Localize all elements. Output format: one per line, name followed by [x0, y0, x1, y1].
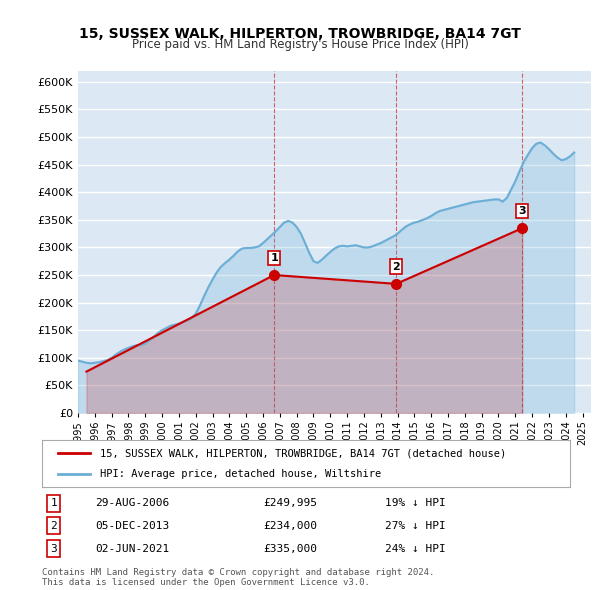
Text: 19% ↓ HPI: 19% ↓ HPI [385, 499, 446, 508]
Text: Price paid vs. HM Land Registry's House Price Index (HPI): Price paid vs. HM Land Registry's House … [131, 38, 469, 51]
Text: HPI: Average price, detached house, Wiltshire: HPI: Average price, detached house, Wilt… [100, 470, 382, 480]
Text: 05-DEC-2013: 05-DEC-2013 [95, 520, 169, 530]
Text: 2: 2 [50, 520, 57, 530]
Text: 15, SUSSEX WALK, HILPERTON, TROWBRIDGE, BA14 7GT: 15, SUSSEX WALK, HILPERTON, TROWBRIDGE, … [79, 27, 521, 41]
Text: Contains HM Land Registry data © Crown copyright and database right 2024.: Contains HM Land Registry data © Crown c… [42, 568, 434, 576]
Text: 27% ↓ HPI: 27% ↓ HPI [385, 520, 446, 530]
Text: £249,995: £249,995 [264, 499, 318, 508]
Text: 2: 2 [392, 262, 400, 272]
Text: 15, SUSSEX WALK, HILPERTON, TROWBRIDGE, BA14 7GT (detached house): 15, SUSSEX WALK, HILPERTON, TROWBRIDGE, … [100, 449, 506, 458]
Text: 3: 3 [518, 206, 526, 216]
Text: This data is licensed under the Open Government Licence v3.0.: This data is licensed under the Open Gov… [42, 578, 370, 587]
Text: 3: 3 [50, 544, 57, 554]
Text: £335,000: £335,000 [264, 544, 318, 554]
Text: 24% ↓ HPI: 24% ↓ HPI [385, 544, 446, 554]
Text: 1: 1 [50, 499, 57, 508]
Text: 02-JUN-2021: 02-JUN-2021 [95, 544, 169, 554]
Text: 1: 1 [270, 253, 278, 263]
Text: £234,000: £234,000 [264, 520, 318, 530]
Text: 29-AUG-2006: 29-AUG-2006 [95, 499, 169, 508]
